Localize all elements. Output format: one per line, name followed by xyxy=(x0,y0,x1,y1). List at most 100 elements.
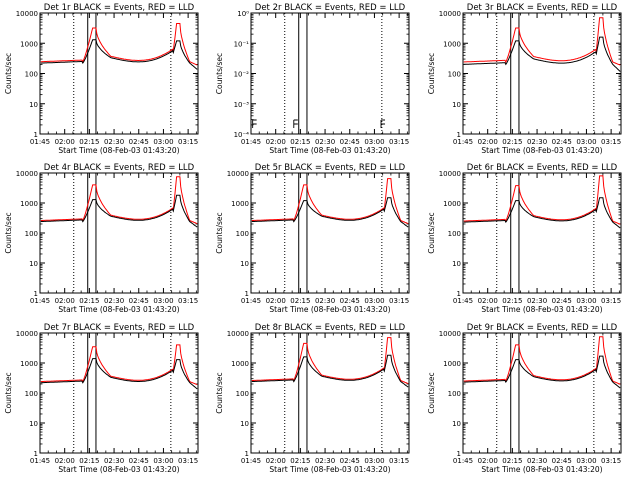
panel-title: Det 1r BLACK = Events, RED = LLD xyxy=(44,3,195,13)
panel-title: Det 3r BLACK = Events, RED = LLD xyxy=(467,3,618,13)
x-tick-label: 02:30 xyxy=(315,297,335,305)
plot-frame xyxy=(462,12,622,135)
y-tick-label: 10⁻⁴ xyxy=(234,131,250,139)
y-axis-label: Counts/sec xyxy=(4,212,13,253)
plot-frame xyxy=(462,332,622,454)
y-tick-label: 100 xyxy=(448,390,461,398)
y-tick-label: 10 xyxy=(29,260,38,268)
y-tick-label: 10 xyxy=(29,101,38,109)
y-axis-label: Counts/sec xyxy=(427,212,436,253)
x-tick-label: 01:45 xyxy=(453,138,473,146)
data-segment-mark xyxy=(252,119,257,128)
y-tick-label: 10 xyxy=(452,101,461,109)
y-tick-label: 1 xyxy=(34,450,38,458)
x-tick-label: 02:15 xyxy=(79,457,99,465)
y-tick-label: 10000 xyxy=(227,330,249,338)
x-axis-label: Start Time (08-Feb-03 01:43:20) xyxy=(269,465,390,474)
x-axis-label: Start Time (08-Feb-03 01:43:20) xyxy=(481,305,602,314)
y-tick-label: 1 xyxy=(34,290,38,298)
lld-series-line xyxy=(251,337,409,385)
x-tick-label: 03:00 xyxy=(153,297,173,305)
y-tick-label: 100 xyxy=(25,230,38,238)
events-series-line xyxy=(463,197,621,229)
panel-det-3: Det 3r BLACK = Events, RED = LLD 1 10 100 10… xyxy=(427,3,622,155)
x-tick-label: 02:15 xyxy=(290,138,310,146)
panel-det-6: Det 6r BLACK = Events, RED = LLD 1 10 100 10… xyxy=(427,163,622,314)
y-tick-label: 1 xyxy=(245,450,249,458)
y-tick-label: 100 xyxy=(448,71,461,79)
panel-title: Det 5r BLACK = Events, RED = LLD xyxy=(255,163,406,173)
y-tick-label: 10000 xyxy=(16,10,38,18)
y-tick-label: 1000 xyxy=(20,40,38,48)
x-tick-label: 02:15 xyxy=(79,138,99,146)
y-tick-label: 1000 xyxy=(231,360,249,368)
panel-title: Det 9r BLACK = Events, RED = LLD xyxy=(467,323,618,333)
y-tick-label: 10000 xyxy=(16,330,38,338)
events-series-line xyxy=(40,358,198,390)
y-tick-label: 100 xyxy=(448,230,461,238)
plot-frame xyxy=(39,332,199,454)
x-tick-label: 03:15 xyxy=(601,457,621,465)
x-tick-label: 03:00 xyxy=(576,138,596,146)
y-axis-label: Counts/sec xyxy=(215,212,224,253)
x-tick-label: 03:15 xyxy=(178,297,198,305)
x-tick-label: 02:45 xyxy=(129,138,149,146)
x-tick-label: 02:15 xyxy=(502,297,522,305)
x-tick-label: 01:45 xyxy=(453,457,473,465)
x-tick-label: 01:45 xyxy=(30,457,50,465)
x-tick-label: 03:00 xyxy=(153,138,173,146)
panel-det-5: Det 5r BLACK = Events, RED = LLD 1 10 100 10… xyxy=(215,163,410,314)
x-tick-label: 03:00 xyxy=(364,457,384,465)
x-tick-label: 02:45 xyxy=(552,297,572,305)
y-tick-label: 10000 xyxy=(439,10,461,18)
lld-series-line xyxy=(463,17,621,66)
x-tick-label: 01:45 xyxy=(30,138,50,146)
x-tick-label: 03:15 xyxy=(389,138,409,146)
x-tick-label: 02:45 xyxy=(129,457,149,465)
panel-det-4: Det 4r BLACK = Events, RED = LLD 1 10 100 10… xyxy=(4,163,199,314)
y-tick-label: 10 xyxy=(29,420,38,428)
plot-frame xyxy=(250,332,410,454)
x-tick-label: 02:45 xyxy=(340,138,360,146)
x-axis-label: Start Time (08-Feb-03 01:43:20) xyxy=(481,146,602,155)
x-tick-label: 01:45 xyxy=(453,297,473,305)
x-tick-label: 02:00 xyxy=(55,138,75,146)
lld-series-line xyxy=(463,336,621,385)
x-tick-label: 03:00 xyxy=(364,297,384,305)
y-tick-label: 1 xyxy=(245,290,249,298)
x-tick-label: 02:30 xyxy=(104,297,124,305)
plot-frame xyxy=(39,12,199,135)
x-tick-label: 02:30 xyxy=(527,457,547,465)
events-series-line xyxy=(251,354,409,388)
data-segment-mark xyxy=(293,119,298,128)
events-series-line xyxy=(40,194,198,228)
y-tick-label: 1000 xyxy=(20,200,38,208)
x-tick-label: 01:45 xyxy=(241,297,261,305)
events-series-line xyxy=(463,36,621,72)
x-tick-label: 02:00 xyxy=(266,297,286,305)
x-tick-label: 02:45 xyxy=(552,138,572,146)
x-tick-label: 02:00 xyxy=(55,297,75,305)
x-axis-label: Start Time (08-Feb-03 01:43:20) xyxy=(269,305,390,314)
lld-series-line xyxy=(251,178,409,225)
y-axis-label: Counts/sec xyxy=(4,372,13,413)
x-tick-label: 02:30 xyxy=(315,457,335,465)
y-axis-label: Counts/sec xyxy=(215,372,224,413)
x-tick-label: 02:00 xyxy=(266,457,286,465)
x-tick-label: 02:30 xyxy=(527,138,547,146)
y-axis-label: Counts/sec xyxy=(215,53,224,94)
x-tick-label: 03:00 xyxy=(576,457,596,465)
y-tick-label: 10 xyxy=(452,260,461,268)
y-tick-label: 100 xyxy=(25,390,38,398)
events-series-line xyxy=(40,39,198,70)
panel-title: Det 2r BLACK = Events, RED = LLD xyxy=(255,3,406,13)
x-tick-label: 02:30 xyxy=(527,297,547,305)
y-tick-label: 10⁻² xyxy=(234,71,250,79)
panel-det-7: Det 7r BLACK = Events, RED = LLD 1 10 100 10… xyxy=(4,323,199,474)
y-axis-label: Counts/sec xyxy=(427,372,436,413)
y-tick-label: 1000 xyxy=(443,40,461,48)
x-tick-label: 02:30 xyxy=(315,138,335,146)
y-tick-label: 10000 xyxy=(227,170,249,178)
x-tick-label: 02:00 xyxy=(266,138,286,146)
